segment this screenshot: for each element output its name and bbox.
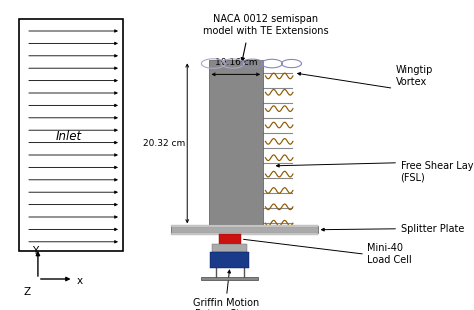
- Bar: [201, 277, 258, 280]
- Text: Y: Y: [32, 246, 39, 256]
- Text: Inlet: Inlet: [55, 130, 82, 143]
- Bar: [171, 225, 318, 227]
- Text: NACA 0012 semispan
model with TE Extensions: NACA 0012 semispan model with TE Extensi…: [202, 14, 328, 36]
- Bar: [171, 233, 318, 235]
- Text: Mini-40
Load Cell: Mini-40 Load Cell: [367, 243, 412, 265]
- Text: Griffin Motion
Rotary Stage: Griffin Motion Rotary Stage: [193, 298, 260, 310]
- Text: 20.32 cm: 20.32 cm: [143, 139, 185, 148]
- Bar: [212, 244, 247, 252]
- Text: Z: Z: [24, 287, 31, 297]
- Text: x: x: [77, 276, 83, 286]
- Text: Wingtip
Vortex: Wingtip Vortex: [396, 65, 433, 87]
- Bar: [171, 226, 318, 233]
- Text: 10.16 cm: 10.16 cm: [215, 58, 257, 67]
- Bar: [219, 234, 241, 244]
- Text: Splitter Plate: Splitter Plate: [401, 224, 464, 234]
- Bar: [210, 252, 249, 268]
- Bar: [19, 19, 123, 251]
- Text: Free Shear Layer
(FSL): Free Shear Layer (FSL): [401, 161, 474, 183]
- Bar: [209, 60, 263, 226]
